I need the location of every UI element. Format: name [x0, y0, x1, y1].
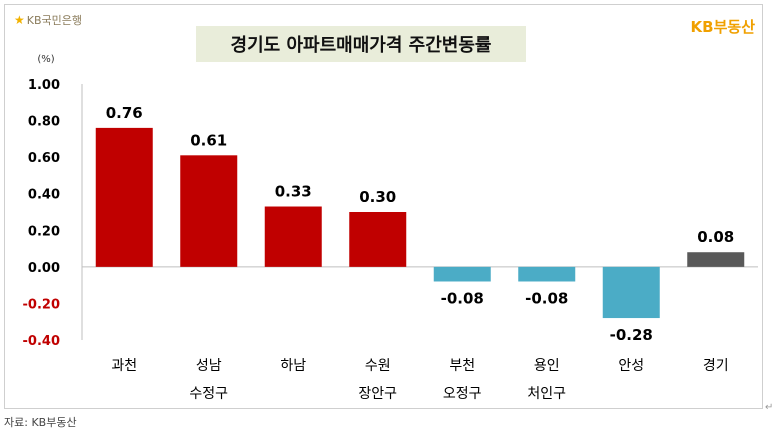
y-tick-label: 0.80 — [28, 115, 60, 130]
bar — [602, 266, 660, 319]
kb-star-icon: ★ — [14, 13, 25, 27]
y-tick-label: 0.20 — [28, 224, 60, 239]
kb-bank-logo: ★ KB국민은행 — [14, 12, 82, 28]
x-tick-label-line2: 처인구 — [527, 386, 566, 402]
chart-title: 경기도 아파트매매가격 주간변동률 — [230, 35, 492, 56]
y-tick-label: 0.40 — [28, 188, 60, 203]
x-tick-label: 성남 — [196, 358, 222, 374]
y-tick-label: -0.20 — [23, 297, 60, 312]
data-label: 0.76 — [106, 104, 143, 122]
y-tick-label: 0.60 — [28, 151, 60, 166]
data-label: 0.61 — [190, 131, 227, 149]
paragraph-mark: ↵ — [765, 402, 773, 413]
data-label: 0.33 — [275, 183, 312, 201]
y-unit-label: (%) — [37, 54, 54, 65]
kb-bank-logo-text: KB국민은행 — [26, 14, 83, 27]
bar — [687, 252, 745, 267]
data-label: -0.28 — [610, 326, 653, 344]
bar — [518, 266, 576, 282]
bar — [95, 127, 153, 267]
x-tick-label: 수원 — [365, 358, 391, 374]
x-tick-label: 부천 — [449, 358, 475, 374]
y-tick-label: 1.00 — [28, 78, 60, 93]
x-tick-label-line2: 수정구 — [189, 386, 228, 402]
x-tick-label: 하남 — [280, 358, 306, 374]
bar — [433, 266, 491, 282]
x-tick-label: 경기 — [703, 358, 729, 374]
data-label: -0.08 — [441, 289, 484, 307]
bar — [264, 206, 322, 267]
x-tick-label: 용인 — [534, 358, 560, 374]
data-label: 0.30 — [359, 188, 396, 206]
bar — [349, 212, 407, 267]
x-tick-label-line2: 장안구 — [358, 386, 397, 402]
x-tick-label: 안성 — [618, 358, 644, 374]
y-tick-label: -0.40 — [23, 334, 60, 349]
source-note: 자료: KB부동산 — [4, 416, 77, 429]
bar — [180, 155, 238, 267]
x-tick-label-line2: 오정구 — [443, 386, 482, 402]
kb-real-estate-logo: KB부동산 — [690, 18, 755, 36]
y-tick-label: 0.00 — [28, 261, 60, 276]
data-label: 0.08 — [697, 228, 734, 246]
data-label: -0.08 — [525, 289, 568, 307]
x-tick-label: 과천 — [111, 358, 137, 374]
chart-title-box: 경기도 아파트매매가격 주간변동률 — [196, 26, 526, 62]
